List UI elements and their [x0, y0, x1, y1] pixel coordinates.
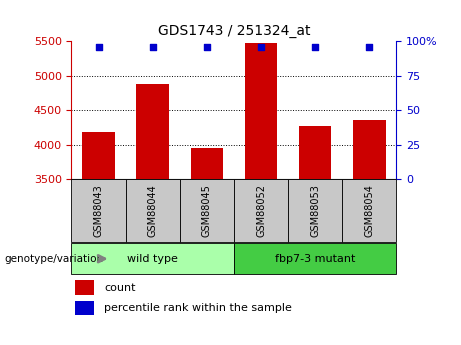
- Point: [203, 44, 211, 50]
- Text: GSM88045: GSM88045: [202, 184, 212, 237]
- Bar: [353, 120, 385, 179]
- Point: [257, 44, 265, 50]
- Text: fbp7-3 mutant: fbp7-3 mutant: [275, 254, 355, 264]
- Bar: [71, 179, 125, 242]
- Bar: [245, 43, 277, 179]
- Text: GSM88053: GSM88053: [310, 184, 320, 237]
- Text: wild type: wild type: [127, 254, 178, 264]
- Text: GSM88043: GSM88043: [94, 184, 104, 237]
- Text: GSM88054: GSM88054: [364, 184, 374, 237]
- Bar: [82, 132, 115, 179]
- Title: GDS1743 / 251324_at: GDS1743 / 251324_at: [158, 23, 310, 38]
- Point: [312, 44, 319, 50]
- Bar: [288, 179, 342, 242]
- Point: [149, 44, 156, 50]
- Text: genotype/variation: genotype/variation: [5, 254, 104, 264]
- Bar: [342, 179, 396, 242]
- Bar: [234, 243, 396, 274]
- Bar: [234, 179, 288, 242]
- Bar: [180, 179, 234, 242]
- Point: [95, 44, 102, 50]
- Point: [366, 44, 373, 50]
- Bar: [299, 126, 331, 179]
- Text: GSM88044: GSM88044: [148, 184, 158, 237]
- Bar: [75, 280, 94, 295]
- Bar: [71, 243, 234, 274]
- Bar: [190, 148, 223, 179]
- Text: GSM88052: GSM88052: [256, 184, 266, 237]
- Text: percentile rank within the sample: percentile rank within the sample: [104, 303, 292, 313]
- Bar: [125, 179, 180, 242]
- Bar: [136, 84, 169, 179]
- Text: count: count: [104, 283, 136, 293]
- Bar: [75, 301, 94, 315]
